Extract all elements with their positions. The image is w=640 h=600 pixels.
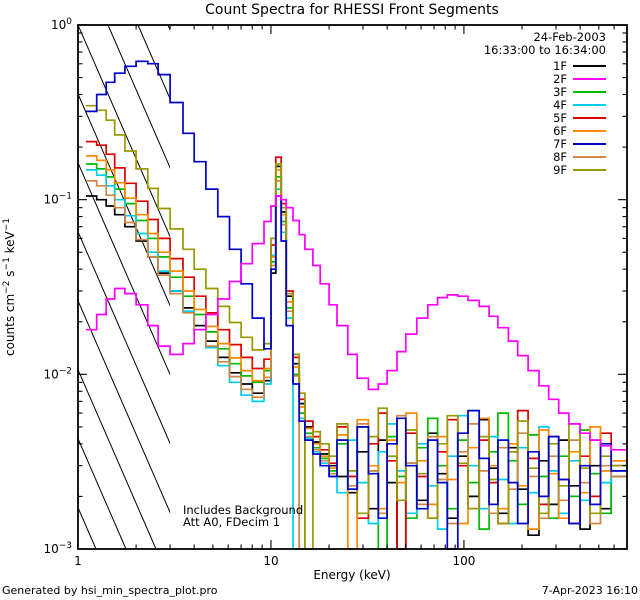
x-tick-label: 100 — [452, 554, 475, 568]
footer-timestamp: 7-Apr-2023 16:10 — [542, 584, 638, 597]
annotation-includes-background: Includes Background — [183, 503, 303, 517]
series-5F-line — [86, 140, 627, 550]
y-tick-label: 10−2 — [43, 366, 72, 381]
series-2F-line — [86, 195, 627, 451]
series-7F-line — [86, 60, 627, 550]
plot-frame — [77, 24, 628, 550]
series-lines — [86, 60, 627, 550]
footer-credit: Generated by hsi_min_spectra_plot.pro — [2, 584, 218, 597]
legend-label-5F: 5F — [553, 111, 567, 125]
series-4F-line — [86, 169, 627, 550]
legend-label-3F: 3F — [553, 85, 567, 99]
series-9F-line — [86, 104, 627, 550]
series-1F-line — [86, 165, 627, 550]
axis-ticks — [77, 24, 627, 550]
legend-label-4F: 4F — [553, 98, 567, 112]
legend-label-6F: 6F — [553, 124, 567, 138]
legend-label-9F: 9F — [553, 163, 567, 177]
y-tick-label: 10−3 — [43, 541, 72, 556]
annotation-attenuator: Att A0, FDecim 1 — [183, 515, 280, 529]
y-axis-label: counts cm−2 s−1 keV−1 — [2, 218, 17, 356]
legend-label-1F: 1F — [553, 59, 567, 73]
legend-date: 24-Feb-2003 — [533, 30, 606, 44]
y-tick-label: 10−1 — [43, 192, 72, 207]
x-tick-label: 10 — [263, 554, 278, 568]
chart-layers: 1 10 100 100 10−1 10−2 10−3 counts cm−2 s−1 keV… — [2, 17, 628, 568]
legend-label-8F: 8F — [553, 150, 567, 164]
series-3F-line — [86, 163, 627, 550]
chart-title: Count Spectra for RHESSI Front Segments — [205, 2, 499, 18]
x-axis-label: Energy (keV) — [313, 568, 390, 582]
legend-label-7F: 7F — [553, 137, 567, 151]
series-6F-line — [86, 155, 627, 550]
legend-time-range: 16:33:00 to 16:34:00 — [484, 43, 606, 57]
legend-label-2F: 2F — [553, 72, 567, 86]
x-tick-label: 1 — [74, 554, 82, 568]
hatch-region — [78, 25, 171, 549]
y-tick-label: 100 — [51, 17, 72, 32]
